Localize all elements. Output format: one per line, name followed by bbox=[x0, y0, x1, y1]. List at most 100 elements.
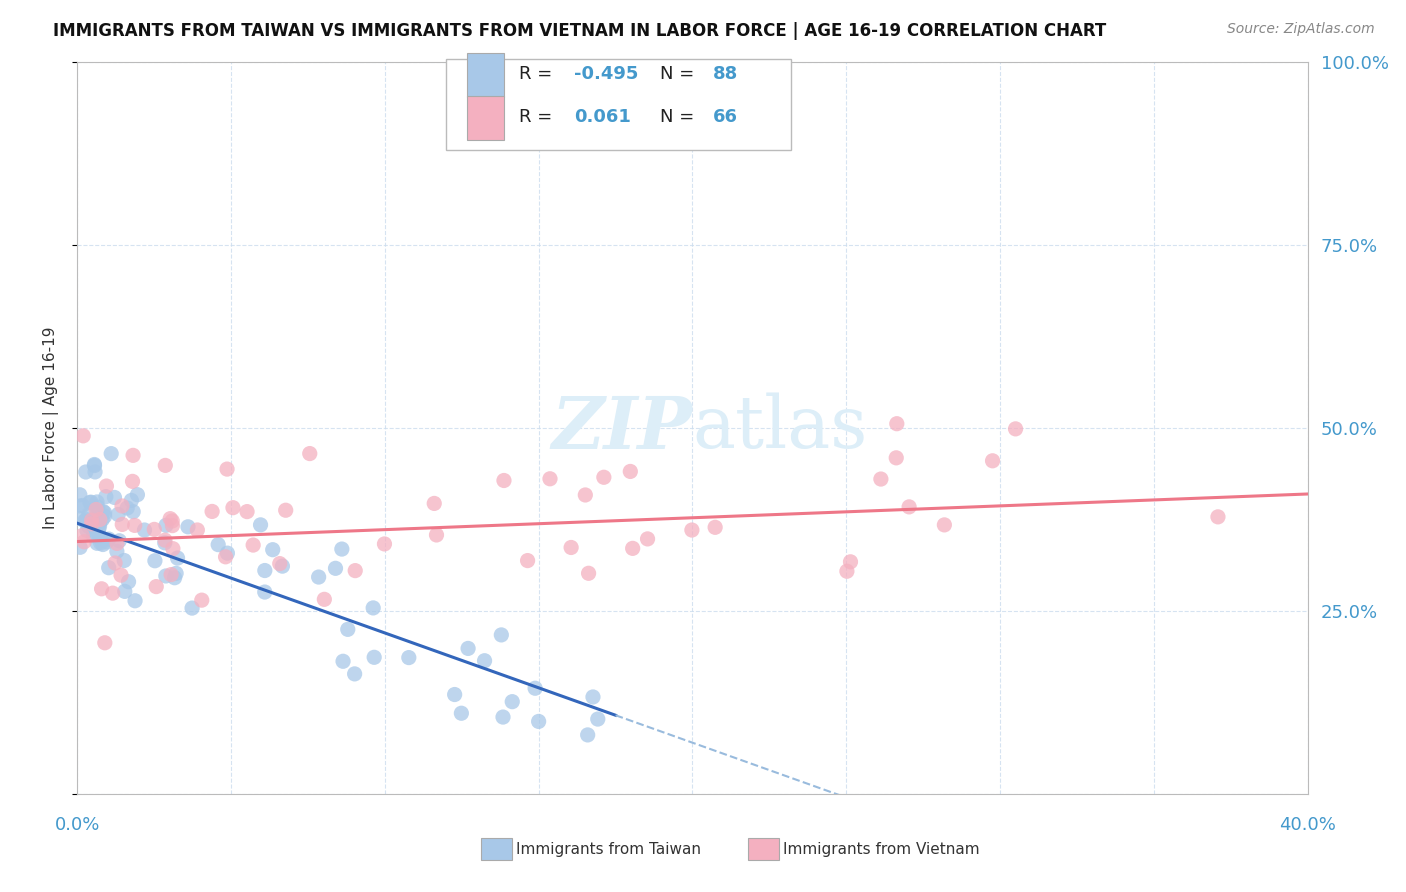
Point bbox=[67, 511, 90, 525]
Point bbox=[124, 594, 146, 608]
Point bbox=[143, 522, 166, 536]
Point bbox=[177, 520, 200, 534]
Point bbox=[474, 654, 496, 668]
Point bbox=[76, 524, 98, 538]
Point bbox=[527, 714, 550, 729]
Point bbox=[69, 488, 91, 502]
Point bbox=[839, 555, 862, 569]
Point bbox=[104, 556, 127, 570]
Point bbox=[344, 564, 367, 578]
Point bbox=[122, 448, 145, 462]
Point bbox=[262, 542, 284, 557]
Point bbox=[884, 450, 907, 465]
Point bbox=[236, 505, 259, 519]
Point bbox=[492, 474, 515, 488]
Point bbox=[560, 541, 582, 555]
Point bbox=[619, 465, 641, 479]
Point bbox=[86, 495, 108, 509]
Point bbox=[215, 462, 238, 476]
Point bbox=[242, 538, 264, 552]
Point bbox=[94, 636, 117, 650]
Point bbox=[163, 571, 186, 585]
Point bbox=[155, 518, 177, 533]
Point bbox=[336, 623, 359, 637]
Point bbox=[89, 519, 111, 533]
Point bbox=[72, 528, 94, 542]
Bar bbox=[467, 95, 505, 140]
Point bbox=[75, 512, 97, 526]
Point bbox=[127, 488, 149, 502]
Point bbox=[186, 523, 208, 537]
Point bbox=[637, 532, 659, 546]
Text: Source: ZipAtlas.com: Source: ZipAtlas.com bbox=[1227, 22, 1375, 37]
Point bbox=[110, 568, 132, 582]
Point bbox=[86, 500, 108, 514]
Point bbox=[153, 533, 176, 548]
Point bbox=[80, 495, 103, 509]
Point bbox=[217, 546, 239, 560]
Point bbox=[524, 681, 547, 696]
Point bbox=[398, 650, 420, 665]
Point bbox=[586, 712, 609, 726]
Point bbox=[253, 585, 276, 599]
Point bbox=[934, 517, 956, 532]
Point bbox=[82, 529, 104, 543]
Point bbox=[443, 688, 465, 702]
Point bbox=[90, 536, 112, 550]
Point bbox=[578, 566, 600, 581]
Point bbox=[83, 458, 105, 472]
Point bbox=[94, 490, 117, 504]
Point bbox=[162, 541, 184, 556]
Text: ZIP: ZIP bbox=[551, 392, 693, 464]
Point bbox=[162, 518, 184, 533]
Point bbox=[111, 499, 134, 513]
Point bbox=[91, 504, 114, 518]
Text: R =: R = bbox=[519, 108, 558, 126]
Point bbox=[108, 533, 131, 548]
Point bbox=[423, 496, 446, 510]
Point bbox=[80, 516, 103, 531]
Point bbox=[114, 584, 136, 599]
Point bbox=[72, 499, 94, 513]
Point bbox=[373, 537, 395, 551]
Point bbox=[83, 458, 105, 473]
Text: atlas: atlas bbox=[693, 392, 868, 464]
Text: N =: N = bbox=[661, 65, 700, 83]
Point bbox=[97, 560, 120, 574]
Point bbox=[361, 601, 384, 615]
Y-axis label: In Labor Force | Age 16-19: In Labor Force | Age 16-19 bbox=[42, 326, 59, 530]
Point bbox=[492, 710, 515, 724]
Point bbox=[134, 523, 156, 537]
Text: 66: 66 bbox=[713, 108, 738, 126]
Point bbox=[981, 454, 1004, 468]
Point bbox=[87, 523, 110, 537]
Point bbox=[886, 417, 908, 431]
Point bbox=[191, 593, 214, 607]
Point bbox=[835, 564, 858, 578]
Point bbox=[325, 561, 347, 575]
Point bbox=[91, 513, 114, 527]
Point bbox=[576, 728, 599, 742]
Point bbox=[159, 511, 181, 525]
Point bbox=[105, 536, 128, 550]
Point bbox=[592, 470, 614, 484]
Text: 0.061: 0.061 bbox=[575, 108, 631, 126]
Point bbox=[308, 570, 330, 584]
Point bbox=[207, 538, 229, 552]
Point bbox=[538, 472, 561, 486]
Point bbox=[91, 537, 114, 551]
Point bbox=[73, 514, 96, 528]
Point bbox=[105, 544, 128, 558]
Point bbox=[75, 465, 97, 479]
Point bbox=[77, 519, 100, 533]
Point bbox=[89, 530, 111, 544]
Point bbox=[90, 582, 112, 596]
Point bbox=[124, 518, 146, 533]
Point bbox=[93, 506, 115, 520]
Point bbox=[97, 532, 120, 546]
Point bbox=[103, 491, 125, 505]
Point bbox=[100, 447, 122, 461]
Point bbox=[898, 500, 921, 514]
Point bbox=[87, 504, 110, 518]
Point bbox=[107, 508, 129, 522]
